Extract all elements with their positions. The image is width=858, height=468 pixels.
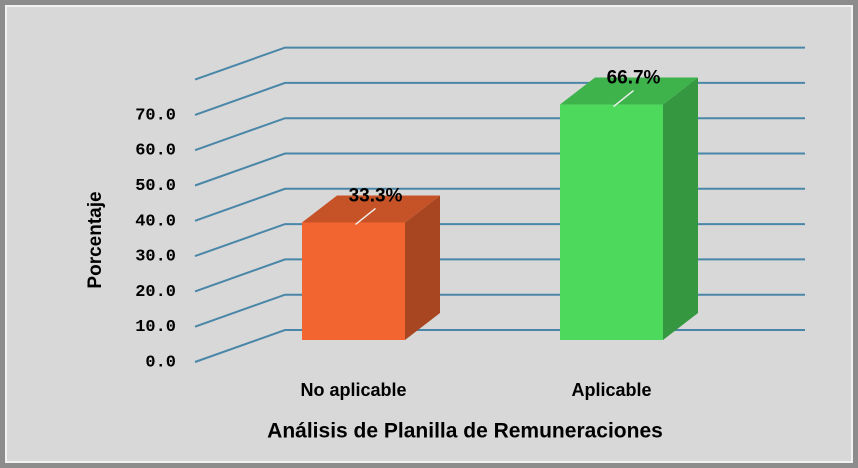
- y-tick-label: 30.0: [135, 248, 176, 267]
- grid-line: [194, 46, 805, 81]
- x-tick-label: Aplicable: [571, 380, 651, 400]
- leader-line: [355, 207, 376, 226]
- bar-side: [405, 195, 440, 340]
- y-tick-label: 20.0: [135, 283, 176, 302]
- y-tick-label: 70.0: [135, 106, 176, 125]
- bar-top: [560, 77, 698, 105]
- data-label: 33.3%: [349, 185, 403, 206]
- x-axis-label: Análisis de Planilla de Remuneraciones: [267, 420, 663, 443]
- y-tick-label: 10.0: [135, 318, 176, 337]
- bar-top: [302, 195, 440, 223]
- y-tick-label: 50.0: [135, 177, 176, 196]
- data-label: 66.7%: [607, 68, 661, 89]
- leader-line: [613, 89, 634, 108]
- plot: 0.0 10.0 20.0 30.0 40.0 50.0 60.0 70.0 33.3% No a…: [135, 46, 805, 400]
- y-axis-label: Porcentaje: [85, 191, 106, 288]
- bar: [302, 222, 405, 340]
- y-tick-label: 60.0: [135, 142, 176, 161]
- x-tick-label: No aplicable: [300, 380, 406, 400]
- bar: [560, 104, 663, 340]
- bar-side: [663, 77, 698, 340]
- y-tick-label: 40.0: [135, 212, 176, 231]
- y-tick-label: 0.0: [145, 353, 176, 372]
